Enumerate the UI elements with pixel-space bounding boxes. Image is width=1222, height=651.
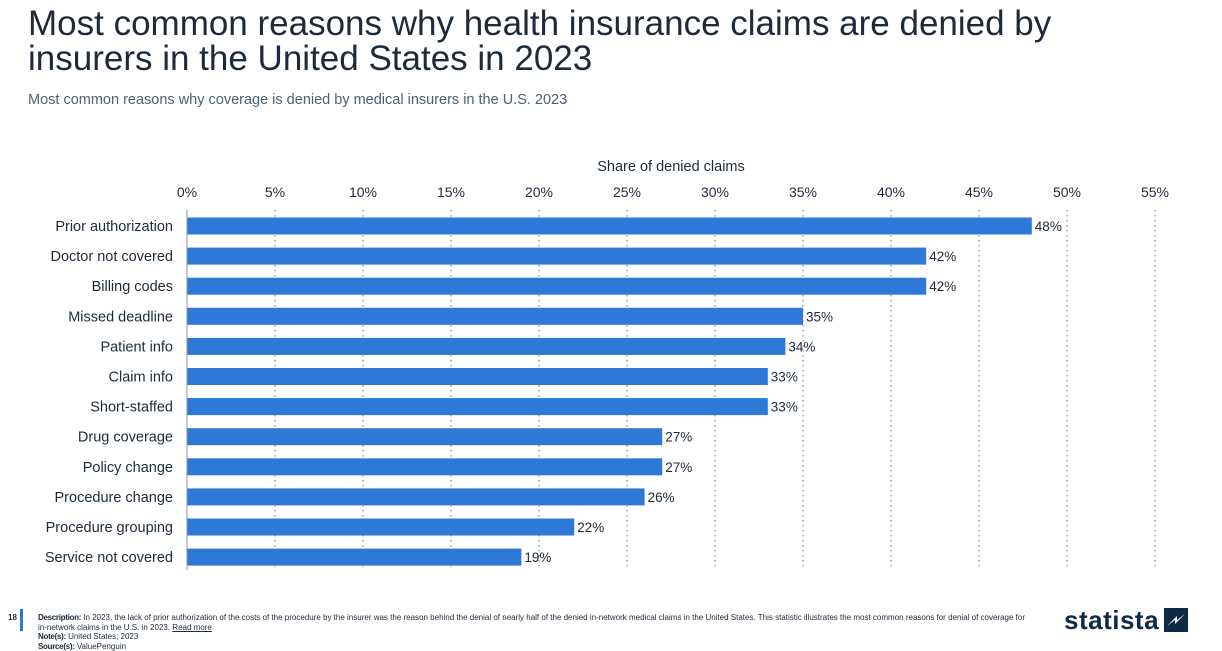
description-label: Description:	[38, 613, 82, 622]
sources-label: Source(s):	[38, 641, 75, 651]
data-label: 19%	[524, 550, 551, 565]
category-label: Procedure grouping	[46, 520, 173, 536]
statista-logo-icon	[1164, 608, 1189, 632]
bar	[187, 337, 786, 355]
x-tick-label: 30%	[701, 184, 729, 200]
category-label: Missed deadline	[68, 309, 173, 325]
x-axis-ticks: 0% 5% 10% 15% 20% 25% 30% 35% 40% 45% 50% 55%	[177, 184, 1169, 200]
category-label: Billing codes	[92, 279, 173, 295]
x-tick-label: 10%	[349, 184, 377, 200]
bar-chart: Share of denied claims 0% 5% 10% 15% 20% 25% 3…	[45, 159, 1169, 570]
bar	[187, 247, 927, 265]
description-line: Description: In 2023, the lack of prior …	[38, 613, 1028, 632]
data-label: 26%	[648, 490, 675, 505]
data-label: 33%	[771, 400, 798, 415]
footer-notes: Description: In 2023, the lack of prior …	[38, 613, 1028, 651]
bars: Prior authorization 48% Doctor not covered…	[45, 217, 1062, 566]
page-number: 18	[8, 613, 17, 622]
category-label: Policy change	[83, 460, 173, 476]
x-tick-label: 0%	[177, 184, 197, 200]
category-label: Prior authorization	[55, 219, 173, 235]
x-tick-label: 5%	[265, 184, 285, 200]
data-label: 35%	[806, 309, 833, 324]
data-label: 48%	[1035, 219, 1062, 234]
sources-text: ValuePenguin	[76, 641, 127, 651]
bar	[187, 518, 575, 536]
x-tick-label: 40%	[877, 184, 905, 200]
x-tick-label: 45%	[965, 184, 993, 200]
x-tick-label: 25%	[613, 184, 641, 200]
statista-logo[interactable]: statista	[1064, 604, 1189, 635]
category-label: Short-staffed	[90, 400, 173, 416]
data-label: 22%	[577, 520, 604, 535]
notes-label: Note(s):	[38, 632, 66, 641]
notes-line: Note(s): United States; 2023	[38, 632, 1028, 642]
bar	[187, 488, 645, 506]
data-label: 33%	[771, 370, 798, 385]
bar	[187, 428, 663, 446]
x-tick-label: 15%	[437, 184, 465, 200]
x-axis-title: Share of denied claims	[597, 159, 745, 175]
x-tick-label: 55%	[1141, 184, 1169, 200]
footer-accent-bar	[20, 609, 23, 631]
category-label: Doctor not covered	[50, 249, 173, 265]
bar	[187, 307, 803, 325]
logo-text: statista	[1064, 604, 1160, 635]
notes-text: United States; 2023	[68, 632, 139, 641]
category-label: Patient info	[100, 339, 173, 355]
page-subtitle: Most common reasons why coverage is deni…	[28, 92, 568, 108]
x-tick-label: 50%	[1053, 184, 1081, 200]
bar	[187, 277, 927, 295]
x-tick-label: 20%	[525, 184, 553, 200]
bar	[187, 398, 768, 416]
category-label: Claim info	[109, 370, 173, 386]
data-label: 42%	[929, 279, 956, 294]
sources-line: Source(s): ValuePenguin	[38, 642, 1028, 651]
bar	[187, 368, 768, 385]
category-label: Drug coverage	[78, 430, 173, 446]
data-label: 42%	[929, 249, 956, 264]
description-text: In 2023, the lack of prior authorization…	[38, 613, 1026, 632]
data-label: 27%	[665, 430, 692, 445]
x-tick-label: 35%	[789, 184, 817, 200]
category-label: Service not covered	[45, 550, 173, 566]
bar	[187, 217, 1032, 235]
bar	[187, 548, 522, 566]
page-title: Most common reasons why health insurance…	[28, 4, 1052, 78]
grid-lines	[274, 210, 1156, 570]
category-label: Procedure change	[55, 490, 174, 506]
data-label: 34%	[788, 339, 815, 354]
bar	[187, 458, 663, 476]
read-more-link[interactable]: Read more	[172, 622, 212, 632]
data-label: 27%	[665, 460, 692, 475]
